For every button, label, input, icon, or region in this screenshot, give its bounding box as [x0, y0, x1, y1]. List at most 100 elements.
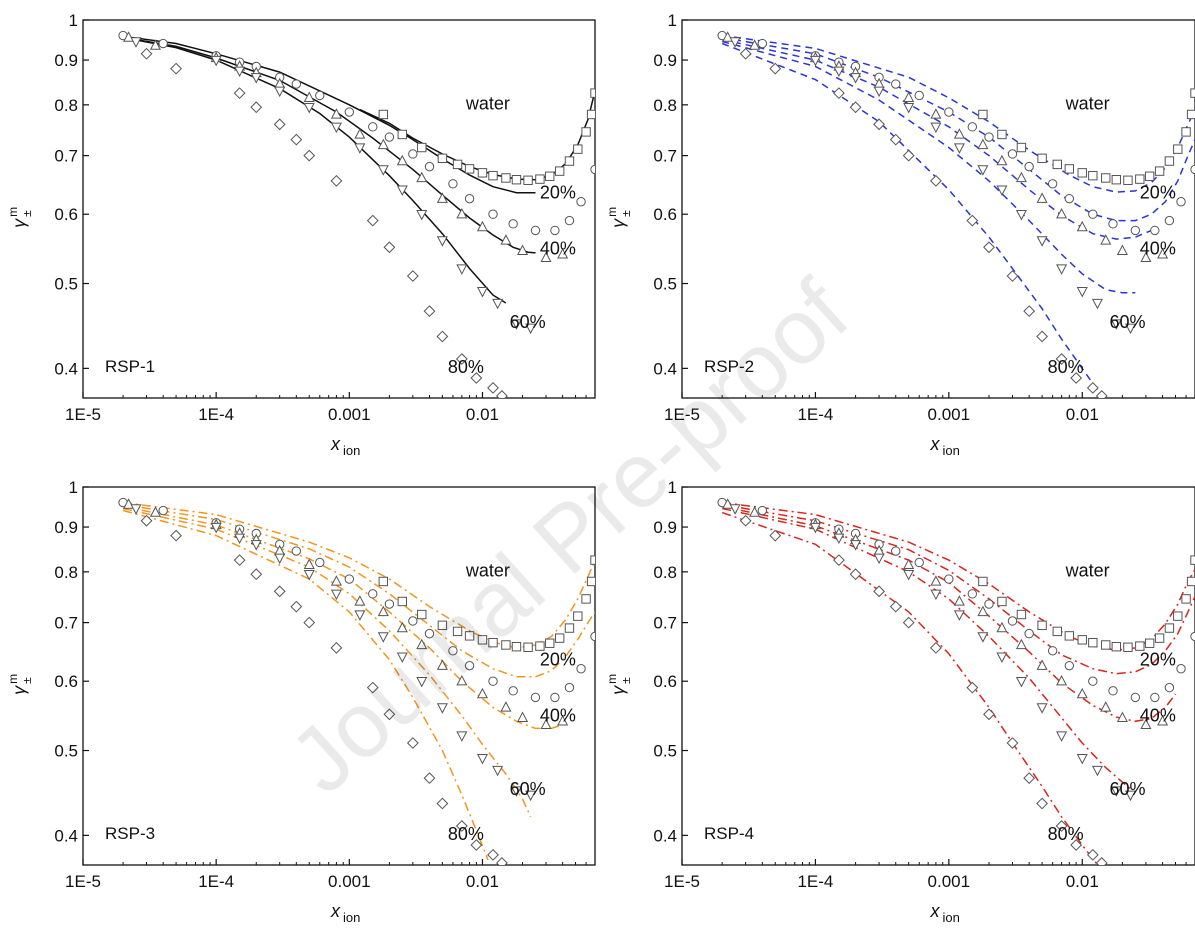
- data-point-20pct: [1108, 686, 1118, 696]
- data-point-80pct: [1070, 839, 1083, 851]
- data-point-80pct: [140, 47, 153, 60]
- data-point-80pct: [833, 87, 845, 100]
- data-point-water: [1101, 173, 1111, 183]
- data-point-80pct: [455, 353, 468, 365]
- data-point-80pct: [383, 708, 396, 721]
- data-point-80pct: [1086, 381, 1099, 394]
- data-point-80pct: [889, 600, 902, 613]
- data-point-40pct: [1015, 171, 1027, 183]
- data-point-20pct: [576, 664, 586, 674]
- data-point-60pct: [303, 570, 315, 581]
- x-tick-label: 1E-5: [664, 872, 700, 891]
- data-point-20pct: [1064, 193, 1075, 204]
- data-point-60pct: [456, 731, 468, 742]
- data-point-40pct: [722, 498, 734, 509]
- model-curve-60pct: [722, 40, 1136, 294]
- data-point-60pct: [903, 570, 915, 581]
- y-axis-label-group: γm ±: [605, 207, 633, 228]
- data-point-40pct: [953, 595, 965, 606]
- data-point-20pct: [344, 574, 355, 584]
- data-point-60pct: [809, 55, 821, 67]
- y-tick-label: 1: [69, 478, 78, 497]
- series-label: 20%: [540, 183, 576, 203]
- data-point-20pct: [408, 616, 418, 626]
- data-point-60pct: [833, 66, 845, 78]
- x-tick-label: 1E-4: [198, 405, 234, 424]
- x-axis-label: x: [330, 434, 341, 454]
- x-tick-label: 1E-5: [65, 872, 101, 891]
- data-point-40pct: [1116, 711, 1128, 722]
- data-point-60pct: [354, 610, 366, 621]
- data-point-80pct: [849, 568, 862, 581]
- plot-frame: [681, 486, 1195, 866]
- data-point-60pct: [416, 677, 428, 688]
- data-point-20pct: [488, 209, 498, 219]
- data-point-water: [590, 555, 595, 565]
- x-axis-label-subscript: ion: [343, 910, 360, 925]
- x-axis-label-subscript: ion: [343, 443, 360, 458]
- data-point-20pct: [508, 686, 518, 696]
- data-point-40pct: [396, 154, 408, 166]
- data-point-water: [581, 127, 591, 137]
- data-point-80pct: [833, 554, 845, 567]
- plot-area: [118, 30, 595, 398]
- data-point-80pct: [303, 149, 316, 162]
- data-point-60pct: [996, 652, 1008, 663]
- data-point-60pct: [330, 589, 342, 601]
- data-point-water: [1088, 637, 1098, 648]
- data-point-60pct: [1091, 298, 1103, 310]
- data-point-water: [1186, 109, 1195, 120]
- data-point-water: [1173, 144, 1183, 154]
- series-label: 60%: [1109, 779, 1145, 799]
- data-point-80pct: [273, 118, 286, 131]
- data-point-60pct: [729, 504, 741, 515]
- x-axis-label: x: [930, 434, 941, 454]
- data-point-80pct: [966, 681, 979, 694]
- data-point-60pct: [525, 323, 537, 335]
- x-tick-label: 1E-5: [664, 405, 700, 424]
- data-point-water: [545, 171, 555, 181]
- data-point-water: [1052, 626, 1062, 637]
- model-curve-60pct: [122, 36, 507, 304]
- series-label: 20%: [1140, 650, 1176, 670]
- series-label: water: [1065, 94, 1110, 114]
- data-point-60pct: [1056, 731, 1068, 742]
- data-point-80pct: [849, 101, 862, 114]
- x-tick-label: 0.01: [466, 872, 499, 891]
- data-point-water: [590, 88, 595, 98]
- data-point-20pct: [291, 546, 302, 556]
- data-point-water: [586, 576, 595, 587]
- data-point-40pct: [1076, 220, 1088, 232]
- y-axis-label-superscript: m: [6, 207, 20, 217]
- data-point-40pct: [1157, 247, 1169, 259]
- data-point-20pct: [1007, 616, 1018, 626]
- data-point-60pct: [250, 540, 262, 551]
- data-point-20pct: [1190, 631, 1195, 642]
- data-point-40pct: [476, 220, 488, 232]
- data-point-water: [437, 620, 448, 631]
- x-tick-label: 0.01: [1066, 405, 1099, 424]
- data-point-40pct: [416, 171, 428, 183]
- data-point-80pct: [739, 47, 752, 60]
- panel-label: RSP-3: [105, 824, 155, 843]
- data-point-80pct: [873, 118, 885, 131]
- series-label: 40%: [1140, 238, 1176, 258]
- data-point-80pct: [873, 585, 885, 598]
- data-point-40pct: [354, 595, 366, 606]
- y-axis-label-superscript: m: [605, 674, 619, 684]
- data-point-20pct: [1164, 215, 1175, 226]
- data-point-60pct: [1056, 264, 1068, 275]
- data-point-water: [511, 175, 522, 185]
- data-point-80pct: [250, 568, 263, 581]
- data-point-water: [1190, 555, 1195, 565]
- data-point-water: [586, 109, 595, 120]
- data-point-20pct: [448, 179, 458, 189]
- data-point-60pct: [809, 522, 821, 534]
- data-point-80pct: [496, 390, 508, 398]
- data-point-40pct: [1056, 674, 1068, 686]
- data-point-water: [477, 168, 488, 178]
- data-point-20pct: [530, 225, 541, 236]
- data-point-60pct: [330, 122, 342, 134]
- data-point-water: [1037, 153, 1047, 164]
- data-point-60pct: [210, 522, 222, 534]
